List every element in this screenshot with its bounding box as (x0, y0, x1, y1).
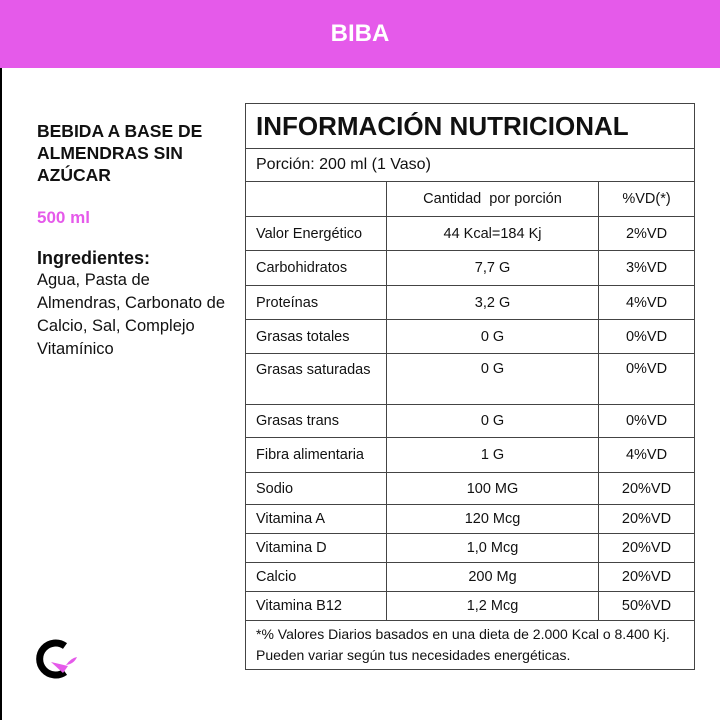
product-volume: 500 ml (37, 208, 90, 227)
table-row: Grasas trans 0 G 0%VD (245, 404, 695, 438)
nutrient-name: Carbohidratos (245, 250, 387, 286)
daily-value: 0%VD (598, 404, 695, 438)
nutrient-name: Proteínas (245, 285, 387, 320)
daily-value: 50%VD (598, 591, 695, 621)
table-row: Proteínas 3,2 G 4%VD (245, 285, 695, 320)
amount: 1,0 Mcg (386, 533, 599, 563)
daily-value: 4%VD (598, 437, 695, 473)
nutrient-name: Vitamina D (245, 533, 387, 563)
table-row: Grasas totales 0 G 0%VD (245, 319, 695, 354)
table-row: Valor Energético 44 Kcal=184 Kj 2%VD (245, 216, 695, 251)
c-leaf-logo-icon (35, 638, 80, 685)
table-row: Sodio 100 MG 20%VD (245, 472, 695, 505)
col-header: %VD(*) (598, 181, 695, 217)
amount: 7,7 G (386, 250, 599, 286)
table-row: Grasas saturadas 0 G 0%VD (245, 353, 695, 405)
daily-value: 20%VD (598, 533, 695, 563)
footnote: *% Valores Diarios basados en una dieta … (245, 620, 695, 670)
amount: 1,2 Mcg (386, 591, 599, 621)
nutrient-name: Calcio (245, 562, 387, 592)
col-header (245, 181, 387, 217)
amount: 120 Mcg (386, 504, 599, 534)
nutrient-name: Fibra alimentaria (245, 437, 387, 473)
table-row: Vitamina D 1,0 Mcg 20%VD (245, 533, 695, 563)
amount: 0 G (386, 353, 599, 405)
daily-value: 20%VD (598, 472, 695, 505)
daily-value: 20%VD (598, 562, 695, 592)
header-bar: BIBA (0, 0, 720, 68)
nutrient-name: Vitamina B12 (245, 591, 387, 621)
amount: 44 Kcal=184 Kj (386, 216, 599, 251)
daily-value: 0%VD (598, 353, 695, 405)
amount: 0 G (386, 404, 599, 438)
amount: 200 Mg (386, 562, 599, 592)
table-row: Vitamina A 120 Mcg 20%VD (245, 504, 695, 534)
nutrient-name: Grasas trans (245, 404, 387, 438)
daily-value: 3%VD (598, 250, 695, 286)
ingredients-text: Agua, Pasta de Almendras, Carbonato de C… (37, 271, 226, 358)
table-title: INFORMACIÓN NUTRICIONAL (245, 103, 695, 149)
nutrient-name: Grasas totales (245, 319, 387, 354)
table-row: Fibra alimentaria 1 G 4%VD (245, 437, 695, 473)
table-row: Carbohidratos 7,7 G 3%VD (245, 250, 695, 286)
amount: 3,2 G (386, 285, 599, 320)
brand-title: BIBA (330, 20, 390, 47)
daily-value: 0%VD (598, 319, 695, 354)
product-name: BEBIDA A BASE DE ALMENDRAS SIN AZÚCAR (37, 121, 203, 185)
nutrient-name: Valor Energético (245, 216, 387, 251)
col-header: Cantidad por porción (386, 181, 599, 217)
product-info: BEBIDA A BASE DE ALMENDRAS SIN AZÚCAR 50… (37, 120, 237, 361)
nutrient-name: Sodio (245, 472, 387, 505)
nutrient-name: Grasas saturadas (245, 353, 387, 405)
nutrition-table: INFORMACIÓN NUTRICIONAL Porción: 200 ml … (245, 103, 695, 670)
left-edge-line (0, 68, 2, 720)
daily-value: 4%VD (598, 285, 695, 320)
table-row: Calcio 200 Mg 20%VD (245, 562, 695, 592)
amount: 0 G (386, 319, 599, 354)
amount: 100 MG (386, 472, 599, 505)
nutrient-name: Vitamina A (245, 504, 387, 534)
portion: Porción: 200 ml (1 Vaso) (245, 148, 695, 182)
daily-value: 2%VD (598, 216, 695, 251)
table-row: Vitamina B12 1,2 Mcg 50%VD (245, 591, 695, 621)
daily-value: 20%VD (598, 504, 695, 534)
amount: 1 G (386, 437, 599, 473)
ingredients-heading: Ingredientes: (37, 248, 151, 268)
